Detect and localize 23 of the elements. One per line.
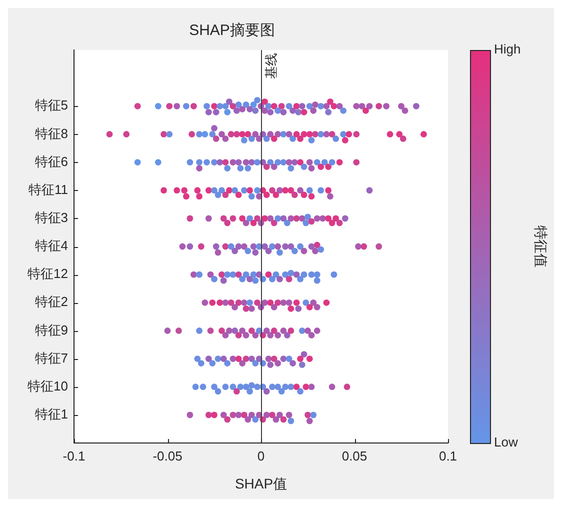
ref-line-label: 基线 [264,53,279,79]
chart-title: SHAP摘要图 [189,22,275,40]
y-tick-label: 特征9 [34,322,68,338]
x-tick-label: 0.05 [342,448,368,464]
y-tick-label: 特征8 [34,126,68,141]
x-tick-label: 0 [257,448,265,464]
color-bar-title: 特征值 [533,226,550,268]
y-tick-label: 特征7 [34,350,68,366]
color-bar-label: Low [494,434,518,450]
y-tick-label: 特征10 [28,378,68,394]
y-tick-label: 特征3 [34,210,68,226]
x-tick-label: 0.1 [438,448,458,464]
color-bar-label: High [494,42,521,57]
y-tick-label: 特征1 [34,406,68,422]
x-tick-label: -0.1 [62,448,86,464]
y-tick-label: 特征6 [34,154,68,169]
y-tick-label: 特征11 [28,182,68,197]
y-tick-label: 特征12 [28,266,68,282]
y-tick-label: 特征5 [34,98,68,113]
x-axis-title: SHAP值 [234,475,288,492]
y-tick-label: 特征2 [34,294,68,310]
x-tick-label: -0.05 [152,448,182,464]
y-tick-label: 特征4 [34,238,68,254]
